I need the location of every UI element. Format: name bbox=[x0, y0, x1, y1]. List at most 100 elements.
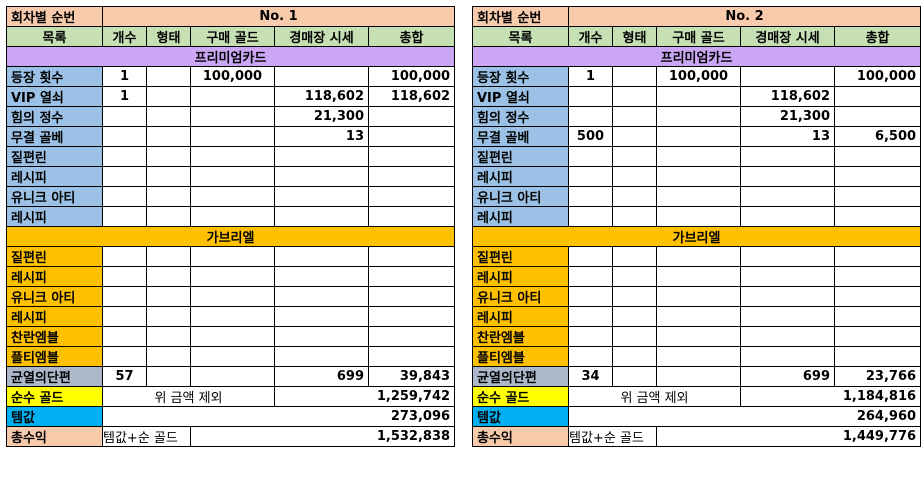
item-count[interactable] bbox=[102, 186, 147, 207]
item-count[interactable] bbox=[568, 346, 613, 367]
column-header[interactable]: 형태 bbox=[612, 26, 657, 47]
item-market[interactable] bbox=[274, 186, 369, 207]
item-form[interactable] bbox=[146, 106, 191, 127]
item-name[interactable]: 등장 횟수 bbox=[6, 66, 103, 87]
item-value-value[interactable]: 264,960 bbox=[567, 406, 922, 427]
item-market[interactable] bbox=[740, 66, 835, 87]
item-buy[interactable] bbox=[656, 266, 741, 287]
item-market[interactable] bbox=[740, 306, 835, 327]
item-buy[interactable] bbox=[190, 326, 275, 347]
item-count[interactable] bbox=[568, 166, 613, 187]
item-buy[interactable] bbox=[190, 266, 275, 287]
item-name[interactable]: 짙편린 bbox=[472, 146, 569, 167]
item-total[interactable]: 23,766 bbox=[833, 366, 922, 387]
item-name[interactable]: 힘의 정수 bbox=[472, 106, 569, 127]
item-name[interactable]: 균열의단편 bbox=[6, 366, 103, 387]
item-total[interactable] bbox=[833, 206, 922, 227]
gabriel-section-label[interactable]: 가브리엘 bbox=[5, 226, 456, 247]
item-market[interactable] bbox=[274, 306, 369, 327]
item-count[interactable] bbox=[102, 146, 147, 167]
item-form[interactable] bbox=[146, 286, 191, 307]
pure-gold-label[interactable]: 순수 골드 bbox=[6, 386, 103, 407]
item-total[interactable]: 100,000 bbox=[367, 66, 456, 87]
item-form[interactable] bbox=[612, 326, 657, 347]
item-buy[interactable] bbox=[656, 246, 741, 267]
item-name[interactable]: 유니크 아티 bbox=[472, 286, 569, 307]
item-name[interactable]: 레시피 bbox=[6, 166, 103, 187]
item-count[interactable]: 57 bbox=[102, 366, 147, 387]
item-buy[interactable] bbox=[656, 366, 741, 387]
item-buy[interactable] bbox=[190, 126, 275, 147]
item-name[interactable]: 레시피 bbox=[6, 266, 103, 287]
item-count[interactable] bbox=[102, 326, 147, 347]
item-buy[interactable] bbox=[656, 86, 741, 107]
premium-section-label[interactable]: 프리미엄카드 bbox=[471, 46, 922, 67]
column-header[interactable]: 구매 골드 bbox=[656, 26, 741, 47]
total-profit-value[interactable]: 1,449,776 bbox=[655, 426, 922, 447]
item-market[interactable]: 21,300 bbox=[274, 106, 369, 127]
item-count[interactable] bbox=[102, 206, 147, 227]
item-buy[interactable] bbox=[190, 306, 275, 327]
total-profit-note[interactable]: 템값+순 골드 bbox=[102, 426, 191, 447]
round-label[interactable]: 회차별 순번 bbox=[6, 6, 103, 27]
item-count[interactable]: 1 bbox=[102, 86, 147, 107]
item-buy[interactable] bbox=[656, 106, 741, 127]
item-count[interactable]: 1 bbox=[568, 66, 613, 87]
item-total[interactable]: 118,602 bbox=[367, 86, 456, 107]
item-name[interactable]: 무결 골베 bbox=[6, 126, 103, 147]
gabriel-section-label[interactable]: 가브리엘 bbox=[471, 226, 922, 247]
item-market[interactable] bbox=[274, 286, 369, 307]
item-form[interactable] bbox=[146, 146, 191, 167]
item-form[interactable] bbox=[612, 366, 657, 387]
item-total[interactable] bbox=[367, 106, 456, 127]
item-form[interactable] bbox=[146, 246, 191, 267]
item-buy[interactable]: 100,000 bbox=[656, 66, 741, 87]
item-name[interactable]: 레시피 bbox=[472, 306, 569, 327]
column-header[interactable]: 총합 bbox=[367, 26, 456, 47]
premium-section-label[interactable]: 프리미엄카드 bbox=[5, 46, 456, 67]
item-count[interactable] bbox=[102, 266, 147, 287]
item-name[interactable]: 유니크 아티 bbox=[6, 186, 103, 207]
item-market[interactable] bbox=[740, 346, 835, 367]
item-market[interactable] bbox=[740, 146, 835, 167]
item-market[interactable]: 699 bbox=[740, 366, 835, 387]
item-count[interactable]: 500 bbox=[568, 126, 613, 147]
item-market[interactable] bbox=[274, 346, 369, 367]
item-form[interactable] bbox=[146, 366, 191, 387]
item-form[interactable] bbox=[146, 206, 191, 227]
item-market[interactable] bbox=[740, 326, 835, 347]
item-total[interactable] bbox=[833, 186, 922, 207]
column-header[interactable]: 경매장 시세 bbox=[274, 26, 369, 47]
item-count[interactable]: 34 bbox=[568, 366, 613, 387]
item-total[interactable] bbox=[833, 286, 922, 307]
item-market[interactable] bbox=[274, 266, 369, 287]
item-total[interactable] bbox=[367, 146, 456, 167]
item-market[interactable] bbox=[740, 286, 835, 307]
item-form[interactable] bbox=[146, 126, 191, 147]
item-count[interactable] bbox=[568, 326, 613, 347]
item-total[interactable] bbox=[833, 166, 922, 187]
item-count[interactable] bbox=[568, 206, 613, 227]
round-label[interactable]: 회차별 순번 bbox=[472, 6, 569, 27]
item-total[interactable] bbox=[833, 326, 922, 347]
column-header[interactable]: 총합 bbox=[833, 26, 922, 47]
item-market[interactable] bbox=[274, 246, 369, 267]
item-buy[interactable] bbox=[656, 166, 741, 187]
item-buy[interactable] bbox=[656, 286, 741, 307]
item-total[interactable]: 100,000 bbox=[833, 66, 922, 87]
column-header[interactable]: 경매장 시세 bbox=[740, 26, 835, 47]
item-form[interactable] bbox=[612, 206, 657, 227]
item-buy[interactable]: 100,000 bbox=[190, 66, 275, 87]
item-name[interactable]: VIP 열쇠 bbox=[6, 86, 103, 107]
item-total[interactable] bbox=[833, 146, 922, 167]
item-market[interactable] bbox=[740, 206, 835, 227]
item-form[interactable] bbox=[146, 306, 191, 327]
item-form[interactable] bbox=[612, 86, 657, 107]
item-market[interactable] bbox=[274, 146, 369, 167]
item-total[interactable] bbox=[367, 266, 456, 287]
item-name[interactable]: 무결 골베 bbox=[472, 126, 569, 147]
item-market[interactable] bbox=[274, 166, 369, 187]
item-name[interactable]: 레시피 bbox=[6, 306, 103, 327]
item-form[interactable] bbox=[612, 186, 657, 207]
item-buy[interactable] bbox=[190, 366, 275, 387]
